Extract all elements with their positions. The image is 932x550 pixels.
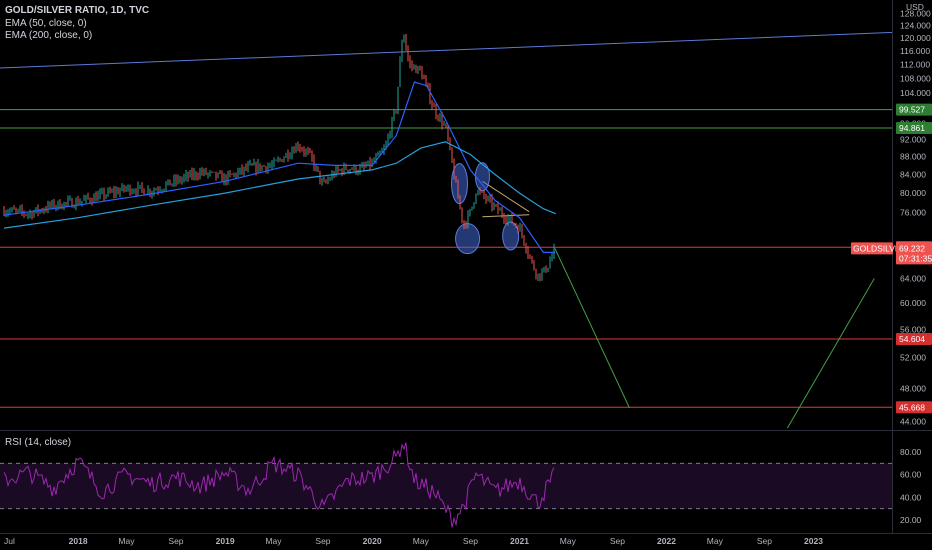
price-axis-tick: 52.000 (900, 353, 926, 363)
price-axis-tick: 56.000 (900, 324, 926, 334)
time-axis-tick: May (265, 536, 282, 546)
current-price-label: 69.232 (899, 243, 925, 253)
projection-up-line[interactable] (786, 278, 875, 430)
level-label-box (896, 121, 932, 134)
level-label-box (896, 333, 932, 346)
price-axis-tick: 48.000 (900, 383, 926, 393)
rsi-title[interactable]: RSI (14, close) (5, 437, 72, 448)
time-axis-tick: May (560, 536, 577, 546)
time-axis-tick: 2021 (510, 536, 529, 546)
rsi-line[interactable] (3, 442, 555, 528)
price-axis-tick: 92.000 (900, 135, 926, 145)
triangle-upper-line[interactable] (482, 180, 530, 213)
time-axis-tick: Sep (315, 536, 330, 546)
level-label-box (896, 103, 932, 116)
rsi-axis-tick: 80.00 (900, 447, 922, 457)
rsi-axis-tick: 20.00 (900, 515, 922, 525)
level-label-box (896, 401, 932, 414)
rsi-axis-tick: 40.00 (900, 492, 922, 502)
price-axis-tick: 112.000 (900, 60, 930, 70)
symbol-label-box (851, 242, 893, 255)
ema200-legend[interactable]: EMA (200, close, 0) (5, 30, 93, 41)
current-price-box (896, 242, 932, 265)
time-axis-tick: May (707, 536, 724, 546)
price-axis-tick: 108.000 (900, 73, 931, 83)
time-axis-tick: Sep (168, 536, 183, 546)
time-axis-tick: 2018 (69, 536, 88, 546)
ema50-line[interactable] (3, 81, 555, 253)
chart-title: GOLD/SILVER RATIO, 1D, TVC (5, 5, 150, 16)
time-axis-tick: 2019 (216, 536, 235, 546)
price-axis-tick: 124.000 (900, 21, 931, 31)
time-axis-tick: Jul (4, 536, 15, 546)
level-label: 54.604 (899, 334, 925, 344)
price-axis-tick: 80.000 (900, 188, 926, 198)
price-axis-tick: 64.000 (900, 273, 926, 283)
price-axis-tick: 84.000 (900, 169, 926, 179)
price-axis-tick: 60.000 (900, 298, 926, 308)
highlight-ellipse[interactable] (474, 162, 490, 192)
level-label: 94.861 (899, 123, 925, 133)
time-axis-tick: Sep (463, 536, 478, 546)
level-label: 45.668 (899, 402, 925, 412)
time-axis-tick: May (118, 536, 135, 546)
price-axis-tick: 116.000 (900, 46, 930, 56)
currency-label: USD (906, 2, 924, 12)
time-axis-tick: Sep (757, 536, 772, 546)
symbol-label: GOLDSILVER (853, 243, 907, 253)
price-axis-tick: 128.000 (900, 9, 931, 19)
countdown-label: 07:31:35 (899, 253, 932, 263)
time-axis-tick: 2022 (657, 536, 676, 546)
time-axis-tick: 2023 (804, 536, 823, 546)
price-axis-tick: 88.000 (900, 152, 926, 162)
trendline[interactable] (0, 31, 892, 69)
rsi-band (0, 463, 892, 509)
ema50-legend[interactable]: EMA (50, close, 0) (5, 18, 87, 29)
price-axis-tick: 120.000 (900, 33, 931, 43)
projection-down-line[interactable] (554, 248, 630, 409)
time-axis-tick: 2020 (363, 536, 382, 546)
rsi-axis-tick: 60.00 (900, 470, 922, 480)
time-axis-tick: Sep (610, 536, 625, 546)
highlight-ellipse[interactable] (502, 221, 520, 251)
price-axis-tick: 44.000 (900, 417, 926, 427)
price-axis-tick: 104.000 (900, 88, 931, 98)
ema200-line[interactable] (3, 141, 557, 229)
level-label: 99.527 (899, 105, 925, 115)
time-axis-tick: May (413, 536, 430, 546)
price-axis-tick: 76.000 (900, 208, 926, 218)
